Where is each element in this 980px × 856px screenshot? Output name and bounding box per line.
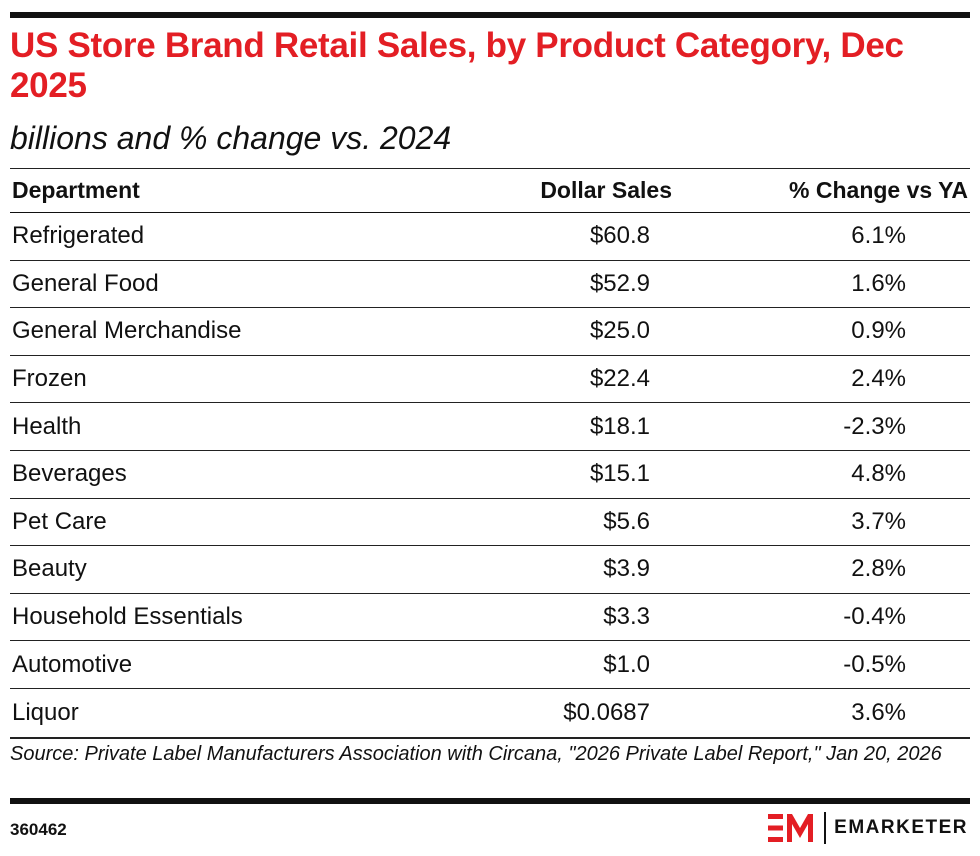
table-row: Refrigerated $60.8 6.1% [10,213,970,261]
cell-percent-change: 0.9% [851,317,906,345]
table-row: Liquor $0.0687 3.6% [10,689,970,737]
cell-dollar-sales: $3.9 [603,555,650,583]
cell-department: General Merchandise [12,317,242,345]
data-table: Department Dollar Sales % Change vs YA R… [10,168,970,737]
cell-percent-change: 2.4% [851,365,906,393]
cell-department: Health [12,412,82,440]
cell-dollar-sales: $3.3 [603,603,650,631]
cell-department: Frozen [12,365,87,393]
cell-percent-change: 2.8% [851,555,906,583]
cell-percent-change: 6.1% [851,222,906,250]
cell-department: Liquor [12,698,79,726]
cell-dollar-sales: $5.6 [603,507,650,535]
emarketer-logo-icon [768,814,814,842]
cell-percent-change: 4.8% [851,460,906,488]
table-row: Beverages $15.1 4.8% [10,451,970,499]
table-body: Refrigerated $60.8 6.1% General Food $52.9 1.… [10,213,970,737]
cell-percent-change: 3.7% [851,507,906,535]
table-row: Health $18.1 -2.3% [10,403,970,451]
cell-percent-change: -2.3% [843,412,906,440]
cell-percent-change: 3.6% [851,698,906,726]
column-header-dollar-sales: Dollar Sales [540,177,672,203]
chart-title: US Store Brand Retail Sales, by Product … [10,26,904,105]
table-row: Frozen $22.4 2.4% [10,356,970,404]
top-rule [10,12,970,18]
cell-percent-change: -0.4% [843,603,906,631]
cell-dollar-sales: $52.9 [589,269,650,297]
cell-dollar-sales: $25.0 [589,317,650,345]
cell-dollar-sales: $15.1 [589,460,650,488]
cell-department: Pet Care [12,507,107,535]
brand-name: EMARKETER [834,817,968,838]
column-header-department: Department [12,177,140,203]
column-header-percent-change: % Change vs YA [789,177,968,203]
cell-percent-change: -0.5% [843,650,906,678]
cell-department: Refrigerated [12,222,145,250]
table-row: General Food $52.9 1.6% [10,261,970,309]
table-row: Pet Care $5.6 3.7% [10,499,970,547]
cell-department: General Food [12,269,159,297]
cell-percent-change: 1.6% [851,269,906,297]
table-bottom-rule [10,737,970,739]
chart-subtitle: billions and % change vs. 2024 [10,120,452,156]
brand-logo[interactable]: EMARKETER [768,810,968,846]
cell-department: Automotive [12,650,133,678]
table-row: General Merchandise $25.0 0.9% [10,308,970,356]
cell-dollar-sales: $1.0 [603,650,650,678]
table-header: Department Dollar Sales % Change vs YA [10,168,970,213]
bottom-rule [10,798,970,804]
cell-department: Beverages [12,460,127,488]
brand-separator [824,812,827,844]
cell-dollar-sales: $60.8 [589,222,650,250]
cell-department: Beauty [12,555,87,583]
chart-id: 360462 [10,820,67,839]
cell-dollar-sales: $0.0687 [563,698,650,726]
table-row: Automotive $1.0 -0.5% [10,641,970,689]
table-row: Beauty $3.9 2.8% [10,546,970,594]
cell-department: Household Essentials [12,603,243,631]
table-row: Household Essentials $3.3 -0.4% [10,594,970,642]
cell-dollar-sales: $18.1 [589,412,650,440]
cell-dollar-sales: $22.4 [589,365,650,393]
source-note: Source: Private Label Manufacturers Asso… [10,743,942,765]
